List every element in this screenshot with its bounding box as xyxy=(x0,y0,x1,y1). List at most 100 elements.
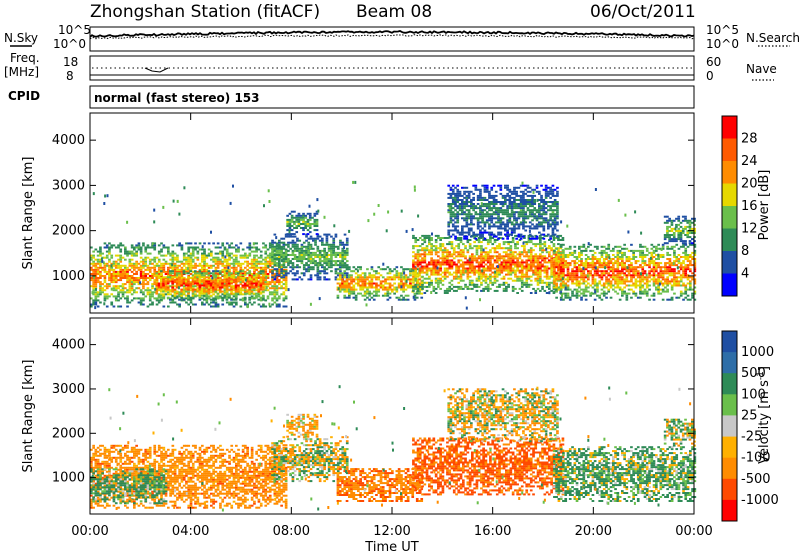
echo-cell xyxy=(564,292,568,295)
echo-cell xyxy=(124,273,127,275)
echo-cell xyxy=(519,223,523,226)
echo-cell xyxy=(341,258,345,260)
echo-cell xyxy=(348,282,351,285)
echo-cell xyxy=(302,272,306,275)
echo-cell xyxy=(540,184,543,187)
echo-cell xyxy=(499,231,503,234)
echo-cell xyxy=(456,213,460,216)
echo-cell xyxy=(273,291,277,294)
echo-cell xyxy=(187,264,191,267)
echo-cell xyxy=(377,294,381,297)
echo-cell xyxy=(90,303,93,306)
echo-cell xyxy=(461,209,464,212)
echo-cell xyxy=(305,254,308,256)
echo-cell xyxy=(200,290,204,293)
echo-cell xyxy=(511,269,515,272)
echo-cell xyxy=(477,269,481,272)
echo-cell xyxy=(493,273,497,276)
echo-cell xyxy=(559,264,563,267)
echo-cell xyxy=(525,281,529,284)
echo-cell xyxy=(223,276,227,279)
echo-cell xyxy=(414,273,418,276)
echo-cell xyxy=(475,277,479,280)
echo-cell xyxy=(354,298,358,301)
echo-cell xyxy=(506,223,509,226)
echo-cell xyxy=(185,301,188,304)
echo-cell xyxy=(542,225,546,228)
echo-cell xyxy=(473,285,476,288)
echo-cell xyxy=(388,268,392,271)
echo-cell xyxy=(223,281,227,284)
echo-cell xyxy=(173,273,177,275)
echo-cell xyxy=(167,246,170,249)
echo-cell xyxy=(307,247,311,250)
echo-cell xyxy=(151,283,154,286)
echo-cell xyxy=(282,305,286,308)
echo-cell xyxy=(454,194,457,197)
echo-cell xyxy=(348,296,351,299)
echo-cell xyxy=(157,296,161,299)
echo-cell xyxy=(452,263,456,266)
echo-cell xyxy=(210,275,213,277)
echo-cell xyxy=(522,213,525,216)
echo-cell xyxy=(529,247,533,250)
echo-cell xyxy=(103,246,107,249)
echo-cell xyxy=(180,270,184,273)
echo-cell xyxy=(513,219,516,222)
echo-cell xyxy=(540,205,543,208)
echo-cell xyxy=(402,288,405,291)
echo-cell xyxy=(293,254,297,256)
echo-cell xyxy=(507,271,510,274)
echo-cell xyxy=(278,245,281,248)
echo-cell xyxy=(535,184,539,187)
echo-cell xyxy=(529,269,533,272)
echo-cell xyxy=(502,283,506,286)
echo-cell xyxy=(315,220,319,223)
echo-cell xyxy=(423,261,427,264)
echo-cell xyxy=(345,239,349,242)
echo-cell xyxy=(282,283,286,286)
echo-cell xyxy=(467,229,471,232)
echo-cell xyxy=(553,290,556,293)
echo-cell xyxy=(532,265,535,268)
echo-cell xyxy=(239,278,242,281)
echo-cell xyxy=(182,272,186,275)
echo-cell xyxy=(284,250,288,253)
echo-cell xyxy=(189,301,193,304)
echo-cell xyxy=(400,278,403,281)
echo-cell xyxy=(439,267,442,270)
echo-cell xyxy=(368,286,371,289)
echo-cell xyxy=(332,260,336,263)
echo-cell xyxy=(309,266,313,269)
echo-cell xyxy=(142,303,145,306)
echo-cell xyxy=(461,217,464,220)
echo-cell xyxy=(124,252,127,255)
echo-cell xyxy=(518,253,522,256)
echo-cell xyxy=(207,270,211,273)
echo-cell xyxy=(185,260,188,263)
echo-cell xyxy=(151,246,154,249)
echo-cell xyxy=(467,205,471,208)
echo-cell xyxy=(564,262,568,265)
echo-cell xyxy=(553,278,556,281)
echo-cell xyxy=(543,265,547,268)
echo-cell xyxy=(311,223,314,225)
echo-cell xyxy=(92,264,95,267)
echo-cell xyxy=(456,188,460,191)
echo-cell xyxy=(571,282,574,285)
echo-cell xyxy=(524,213,528,216)
echo-cell xyxy=(386,276,390,279)
echo-cell xyxy=(198,294,202,297)
echo-cell xyxy=(523,275,526,278)
echo-cell xyxy=(239,242,243,245)
echo-cell xyxy=(462,251,465,254)
echo-cell xyxy=(280,241,283,244)
echo-cell xyxy=(465,203,469,205)
echo-cell xyxy=(536,259,540,262)
echo-cell xyxy=(528,205,532,208)
echo-cell xyxy=(457,245,461,248)
echo-cell xyxy=(423,253,427,256)
echo-cell xyxy=(189,270,193,273)
echo-cell xyxy=(345,251,349,254)
echo-cell xyxy=(448,261,452,264)
